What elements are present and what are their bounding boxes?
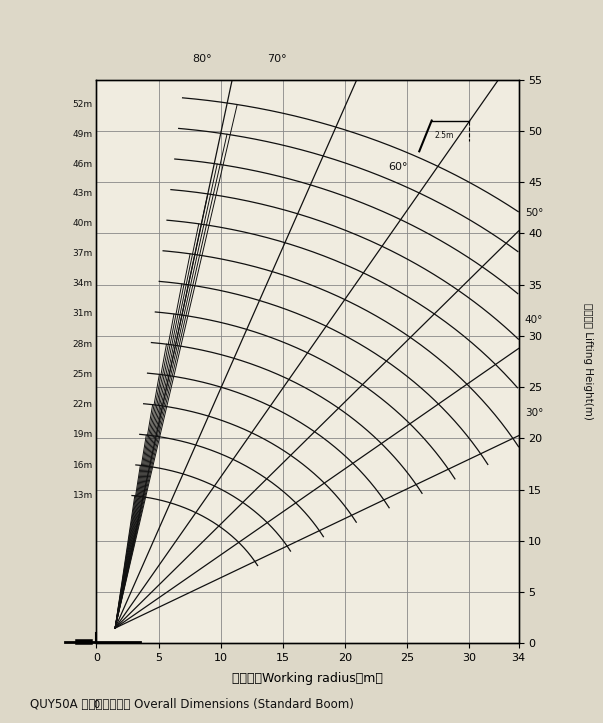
Text: 0: 0 <box>93 700 99 710</box>
Text: 37m: 37m <box>72 249 93 258</box>
Text: 起升高度 Lifting Height(m): 起升高度 Lifting Height(m) <box>583 303 593 420</box>
Text: 49m: 49m <box>72 129 93 139</box>
Text: 30°: 30° <box>525 408 543 418</box>
Text: 40m: 40m <box>72 219 93 228</box>
Text: 22m: 22m <box>73 400 93 409</box>
Text: 34m: 34m <box>72 279 93 288</box>
Text: 52m: 52m <box>72 100 93 109</box>
X-axis label: 作业半径Working radius（m）: 作业半径Working radius（m） <box>232 672 383 685</box>
Text: QUY50A 主蟀作业范围图 Overall Dimensions (Standard Boom): QUY50A 主蟀作业范围图 Overall Dimensions (Stand… <box>30 698 354 711</box>
Text: 50°: 50° <box>525 208 543 218</box>
Text: 31m: 31m <box>72 309 93 318</box>
Text: 2.5m: 2.5m <box>434 132 454 140</box>
Text: 60°: 60° <box>388 162 408 171</box>
Text: 28m: 28m <box>72 340 93 348</box>
Text: 25m: 25m <box>72 370 93 379</box>
Text: 46m: 46m <box>72 160 93 168</box>
Text: 80°: 80° <box>192 54 212 64</box>
Text: 43m: 43m <box>72 189 93 198</box>
Text: 13m: 13m <box>72 492 93 500</box>
Text: 16m: 16m <box>72 461 93 470</box>
Text: 40°: 40° <box>525 315 543 325</box>
Text: 19m: 19m <box>72 430 93 440</box>
Text: 70°: 70° <box>267 54 286 64</box>
